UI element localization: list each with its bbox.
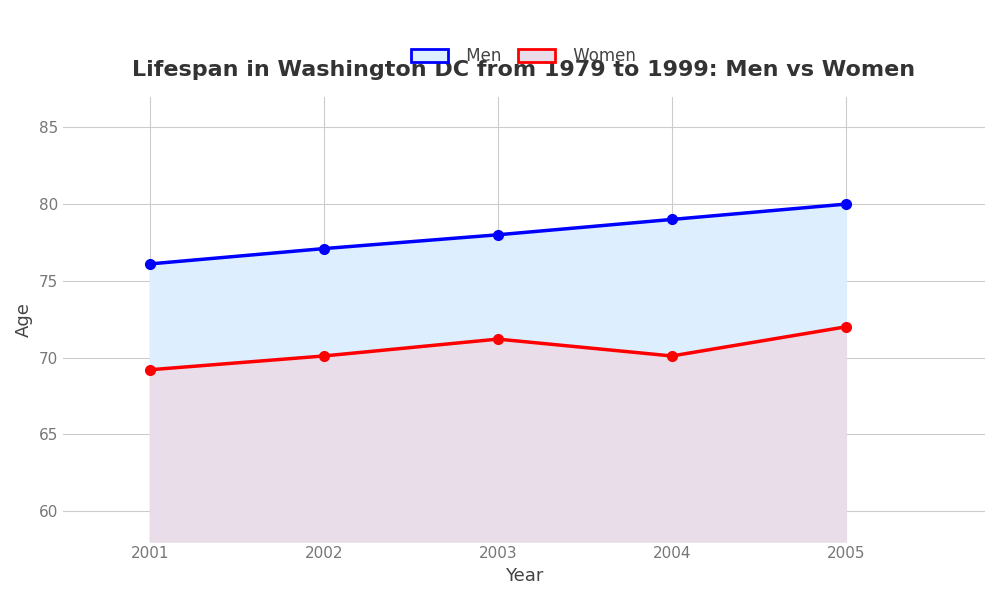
Women	[840, 323, 852, 331]
Men	[840, 200, 852, 208]
Women	[144, 366, 156, 373]
Men	[666, 216, 678, 223]
X-axis label: Year: Year	[505, 567, 543, 585]
Legend:  Men,  Women: Men, Women	[411, 47, 636, 65]
Men	[492, 231, 504, 238]
Y-axis label: Age: Age	[15, 302, 33, 337]
Line: Men: Men	[145, 199, 851, 269]
Women	[666, 352, 678, 359]
Men	[144, 260, 156, 268]
Women	[492, 335, 504, 343]
Line: Women: Women	[145, 322, 851, 374]
Title: Lifespan in Washington DC from 1979 to 1999: Men vs Women: Lifespan in Washington DC from 1979 to 1…	[132, 60, 915, 80]
Men	[318, 245, 330, 252]
Women	[318, 352, 330, 359]
